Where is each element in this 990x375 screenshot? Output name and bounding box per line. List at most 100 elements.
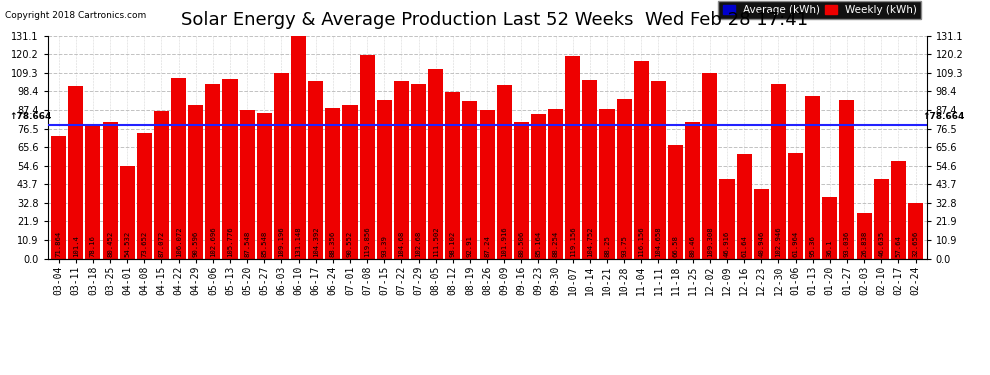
Text: 119.156: 119.156: [570, 226, 576, 257]
Bar: [600, 108, 615, 259]
Text: 36.1: 36.1: [827, 239, 833, 257]
Text: 102.696: 102.696: [210, 226, 216, 257]
Bar: [153, 111, 169, 259]
Text: 106.072: 106.072: [175, 226, 181, 257]
Text: 116.156: 116.156: [639, 226, 644, 257]
Text: 57.64: 57.64: [895, 235, 901, 257]
Text: 85.548: 85.548: [261, 231, 267, 257]
Text: 104.68: 104.68: [398, 231, 404, 257]
Bar: [51, 136, 66, 259]
Bar: [840, 100, 854, 259]
Text: ↑78.664: ↑78.664: [10, 112, 51, 122]
Bar: [737, 154, 751, 259]
Text: 61.964: 61.964: [793, 231, 799, 257]
Bar: [856, 213, 871, 259]
Bar: [343, 105, 357, 259]
Bar: [308, 81, 324, 259]
Bar: [394, 81, 409, 259]
Bar: [891, 160, 906, 259]
Bar: [650, 81, 666, 259]
Bar: [565, 56, 580, 259]
Bar: [805, 96, 821, 259]
Text: 40.946: 40.946: [758, 231, 764, 257]
Text: 90.552: 90.552: [346, 231, 353, 257]
Bar: [497, 85, 512, 259]
Text: 80.506: 80.506: [519, 231, 525, 257]
Bar: [771, 84, 786, 259]
Bar: [205, 84, 221, 259]
Text: 104.392: 104.392: [313, 226, 319, 257]
Text: 104.752: 104.752: [587, 226, 593, 257]
Bar: [702, 73, 718, 259]
Bar: [753, 189, 769, 259]
Text: 101.4: 101.4: [73, 235, 79, 257]
Text: 73.652: 73.652: [142, 231, 148, 257]
Bar: [514, 122, 529, 259]
Text: 87.24: 87.24: [484, 235, 490, 257]
Bar: [462, 100, 477, 259]
Text: 80.46: 80.46: [690, 235, 696, 257]
Text: 61.64: 61.64: [742, 235, 747, 257]
Text: 93.39: 93.39: [381, 235, 387, 257]
Bar: [617, 99, 632, 259]
Bar: [377, 100, 392, 259]
Bar: [531, 114, 546, 259]
Text: 88.356: 88.356: [330, 231, 336, 257]
Bar: [788, 153, 803, 259]
Bar: [68, 86, 83, 259]
Bar: [634, 61, 648, 259]
Text: 104.658: 104.658: [655, 226, 661, 257]
Text: ↑78.664: ↑78.664: [923, 112, 964, 122]
Text: 87.072: 87.072: [158, 231, 164, 257]
Text: 102.946: 102.946: [775, 226, 781, 257]
Text: 78.16: 78.16: [90, 235, 96, 257]
Text: 26.838: 26.838: [861, 231, 867, 257]
Text: 87.548: 87.548: [245, 231, 250, 257]
Text: 54.532: 54.532: [124, 231, 131, 257]
Bar: [582, 81, 597, 259]
Text: Copyright 2018 Cartronics.com: Copyright 2018 Cartronics.com: [5, 11, 147, 20]
Text: 109.308: 109.308: [707, 226, 713, 257]
Bar: [668, 146, 683, 259]
Text: 71.864: 71.864: [55, 231, 61, 257]
Bar: [359, 55, 374, 259]
Text: 80.452: 80.452: [107, 231, 113, 257]
Bar: [446, 92, 460, 259]
Text: 93.036: 93.036: [843, 231, 850, 257]
Bar: [223, 79, 238, 259]
Text: 101.916: 101.916: [501, 226, 507, 257]
Bar: [103, 122, 118, 259]
Text: 46.916: 46.916: [724, 231, 730, 257]
Text: 105.776: 105.776: [227, 226, 233, 257]
Bar: [479, 110, 495, 259]
Bar: [240, 110, 254, 259]
Text: 32.656: 32.656: [913, 231, 919, 257]
Text: 111.502: 111.502: [433, 226, 439, 257]
Bar: [120, 166, 135, 259]
Bar: [326, 108, 341, 259]
Bar: [428, 69, 444, 259]
Text: 88.254: 88.254: [552, 231, 558, 257]
Bar: [171, 78, 186, 259]
Text: 102.68: 102.68: [416, 231, 422, 257]
Bar: [874, 179, 889, 259]
Bar: [908, 203, 923, 259]
Bar: [137, 134, 151, 259]
Text: 119.856: 119.856: [364, 226, 370, 257]
Bar: [85, 126, 100, 259]
Legend: Average (kWh), Weekly (kWh): Average (kWh), Weekly (kWh): [719, 1, 922, 19]
Text: 85.164: 85.164: [536, 231, 542, 257]
Bar: [548, 108, 563, 259]
Text: 66.58: 66.58: [672, 235, 678, 257]
Text: Solar Energy & Average Production Last 52 Weeks  Wed Feb 28 17:41: Solar Energy & Average Production Last 5…: [181, 11, 809, 29]
Text: 93.75: 93.75: [621, 235, 628, 257]
Text: 90.596: 90.596: [193, 231, 199, 257]
Bar: [720, 179, 735, 259]
Text: 109.196: 109.196: [278, 226, 284, 257]
Bar: [291, 36, 306, 259]
Bar: [685, 122, 700, 259]
Text: 92.91: 92.91: [467, 235, 473, 257]
Bar: [256, 113, 272, 259]
Bar: [274, 73, 289, 259]
Text: 95.36: 95.36: [810, 235, 816, 257]
